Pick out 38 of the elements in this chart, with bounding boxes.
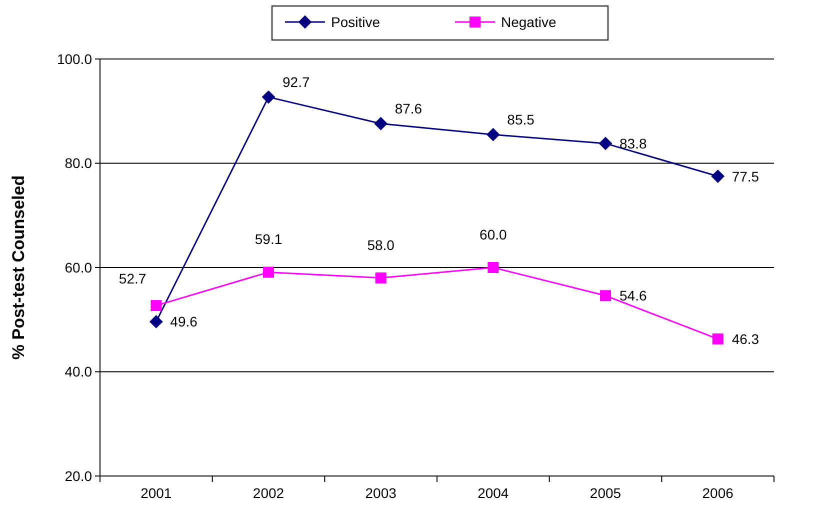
data-label: 92.7 <box>282 74 310 90</box>
data-label: 77.5 <box>732 168 760 184</box>
point <box>262 90 275 104</box>
x-tick-label: 2002 <box>252 485 284 501</box>
data-label: 58.0 <box>367 236 395 253</box>
data-label: 85.5 <box>507 112 535 128</box>
data-label: 54.6 <box>620 288 647 304</box>
y-tick-label: 60.0 <box>64 259 92 276</box>
point <box>150 315 163 328</box>
data-label: 46.3 <box>732 330 760 347</box>
x-tick-label: 2003 <box>365 485 397 501</box>
y-tick-label: 80.0 <box>64 155 92 172</box>
x-tick-label: 2006 <box>702 485 734 501</box>
y-tick-label: 100.0 <box>56 50 92 67</box>
data-label: 87.6 <box>394 100 422 117</box>
data-label: 60.0 <box>480 226 508 242</box>
y-tick-label: 40.0 <box>64 364 92 380</box>
legend-label: Negative <box>501 14 556 30</box>
legend-label: Positive <box>331 14 380 30</box>
point <box>712 333 724 344</box>
point <box>486 128 500 142</box>
point <box>263 266 274 278</box>
x-tick-label: 2001 <box>140 485 172 501</box>
x-tick-label: 2004 <box>478 485 509 501</box>
x-tick-label: 2005 <box>590 485 622 501</box>
data-label: 59.1 <box>254 231 282 248</box>
y-tick-label: 20.0 <box>64 468 92 484</box>
data-label: 83.8 <box>620 135 647 152</box>
y-axis-title: % Post-test Counseled <box>9 175 28 360</box>
point <box>600 290 611 302</box>
point <box>488 262 499 273</box>
point <box>150 300 162 312</box>
point <box>599 136 612 150</box>
data-label: 49.6 <box>170 314 198 330</box>
point <box>711 170 724 183</box>
point <box>375 272 386 284</box>
point <box>374 117 388 130</box>
data-label: 52.7 <box>118 270 146 287</box>
